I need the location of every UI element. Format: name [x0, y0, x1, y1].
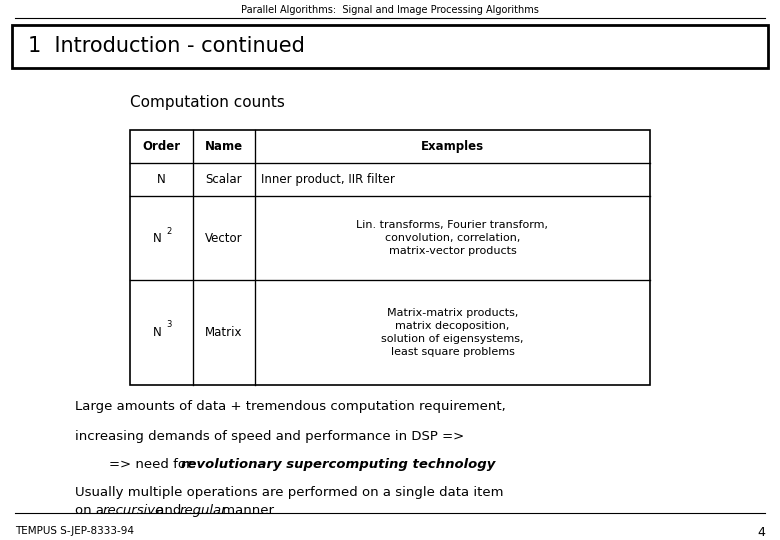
Text: Parallel Algorithms:  Signal and Image Processing Algorithms: Parallel Algorithms: Signal and Image Pr…: [241, 5, 539, 15]
Text: manner.: manner.: [218, 504, 277, 517]
Text: on a: on a: [75, 504, 108, 517]
Text: Inner product, IIR filter: Inner product, IIR filter: [261, 173, 395, 186]
Text: TEMPUS S-JEP-8333-94: TEMPUS S-JEP-8333-94: [15, 526, 134, 536]
Text: N: N: [157, 173, 166, 186]
Text: recursive: recursive: [102, 504, 164, 517]
Bar: [12, 25, 768, 68]
Text: 2: 2: [166, 227, 172, 237]
Text: Matrix: Matrix: [205, 326, 243, 339]
Text: Vector: Vector: [205, 232, 243, 245]
Text: => need for: => need for: [75, 458, 196, 471]
Text: N: N: [153, 326, 162, 339]
Text: Matrix-matrix products,
matrix decoposition,
solution of eigensystems,
least squ: Matrix-matrix products, matrix decoposit…: [381, 308, 523, 357]
Text: 4: 4: [757, 526, 765, 539]
Text: 1  Introduction - continued: 1 Introduction - continued: [28, 37, 305, 57]
Text: Scalar: Scalar: [206, 173, 243, 186]
Text: 3: 3: [166, 320, 172, 329]
Text: increasing demands of speed and performance in DSP =>: increasing demands of speed and performa…: [75, 430, 464, 443]
Text: Lin. transforms, Fourier transform,
convolution, correlation,
matrix-vector prod: Lin. transforms, Fourier transform, conv…: [356, 220, 548, 256]
Text: Usually multiple operations are performed on a single data item: Usually multiple operations are performe…: [75, 486, 504, 499]
Text: Examples: Examples: [421, 140, 484, 153]
Text: revolutionary supercomputing technology: revolutionary supercomputing technology: [181, 458, 495, 471]
Text: N: N: [153, 232, 162, 245]
Text: Order: Order: [143, 140, 180, 153]
Text: Name: Name: [205, 140, 243, 153]
Text: Computation counts: Computation counts: [130, 95, 285, 110]
Text: Large amounts of data + tremendous computation requirement,: Large amounts of data + tremendous compu…: [75, 400, 505, 413]
Text: regular: regular: [179, 504, 227, 517]
Text: and: and: [152, 504, 186, 517]
Bar: [130, 130, 650, 385]
